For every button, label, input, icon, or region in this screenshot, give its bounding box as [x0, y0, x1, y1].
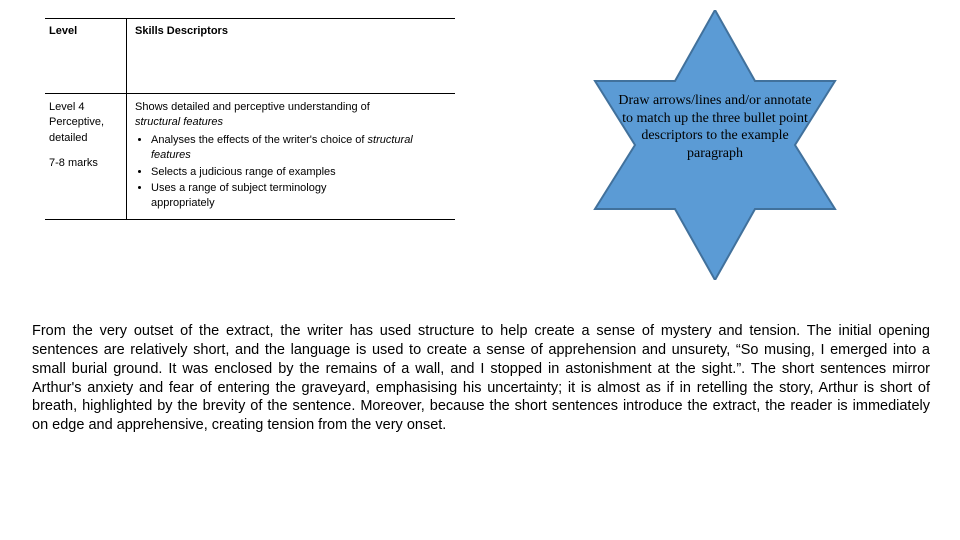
table-row: Level 4 Perceptive, detailed 7-8 marks S… [45, 94, 455, 220]
bullet-list: Analyses the effects of the writer's cho… [135, 133, 451, 212]
desc-intro: Shows detailed and perceptive understand… [135, 100, 451, 115]
example-paragraph: From the very outset of the extract, the… [32, 322, 930, 435]
header-level: Level [45, 19, 127, 93]
table-header-row: Level Skills Descriptors [45, 18, 455, 94]
bullet-item: Uses a range of subject terminology appr… [151, 181, 451, 212]
level-line: detailed [49, 131, 122, 146]
header-descriptors: Skills Descriptors [127, 19, 455, 93]
level-line: Perceptive, [49, 115, 122, 130]
bullet-text: Uses a range of subject terminology [151, 182, 326, 194]
desc-intro-italic: structural features [135, 115, 451, 130]
instruction-star: Draw arrows/lines and/or annotate to mat… [560, 10, 870, 280]
star-instruction-text: Draw arrows/lines and/or annotate to mat… [615, 92, 815, 162]
skills-table: Level Skills Descriptors Level 4 Percept… [45, 18, 455, 220]
marks-line: 7-8 marks [49, 156, 122, 171]
level-line: Level 4 [49, 100, 122, 115]
bullet-item: Analyses the effects of the writer's cho… [151, 133, 451, 164]
bullet-text: Analyses the effects of the writer's cho… [151, 134, 364, 146]
bullet-text: appropriately [151, 197, 215, 209]
bullet-item: Selects a judicious range of examples [151, 165, 451, 180]
descriptor-cell: Shows detailed and perceptive understand… [127, 94, 455, 219]
level-cell: Level 4 Perceptive, detailed 7-8 marks [45, 94, 127, 219]
